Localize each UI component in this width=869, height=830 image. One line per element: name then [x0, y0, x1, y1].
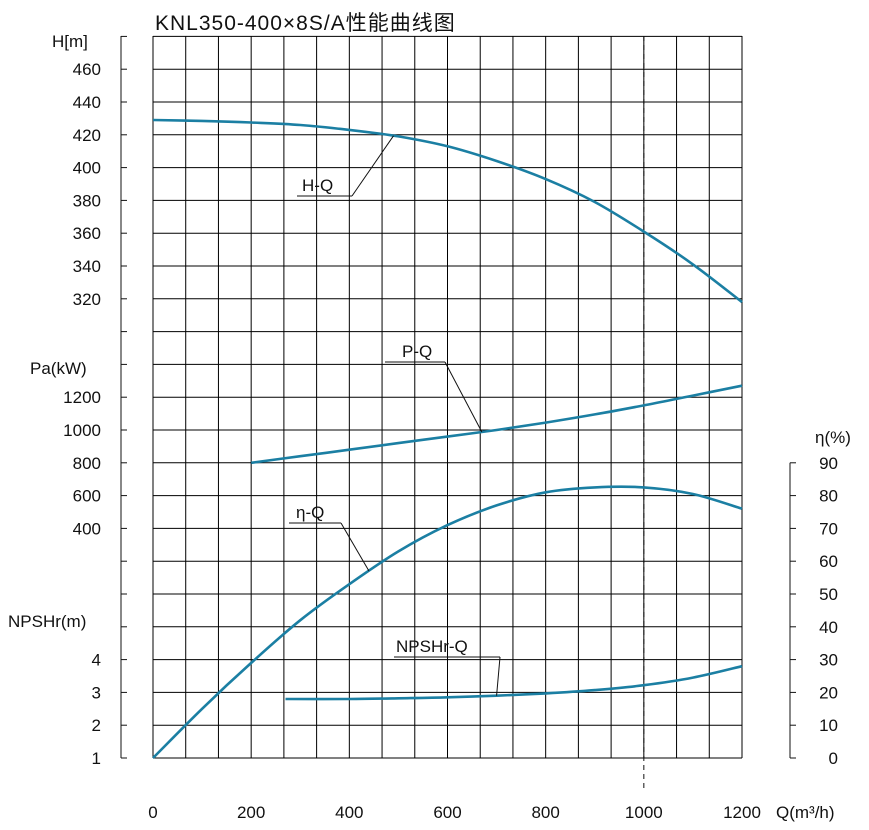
left-tick-label-npsh: 4: [92, 651, 101, 670]
right-tick-label: 20: [819, 683, 838, 702]
curve-npsh: [285, 664, 743, 701]
left-tick-label-npsh: 1: [92, 749, 101, 768]
left-tick-label-head: 440: [73, 93, 101, 112]
x-tick-label: 200: [237, 803, 265, 822]
leader-line: [351, 135, 394, 197]
right-tick-label: 30: [819, 651, 838, 670]
left-tick-label-npsh: 2: [92, 716, 101, 735]
left-tick-label-head: 380: [73, 191, 101, 210]
right-tick-label: 40: [819, 618, 838, 637]
efficiency-axis-label: η(%): [815, 428, 851, 447]
chart-title: KNL350-400×8S/A性能曲线图: [155, 12, 456, 35]
curve-power: [251, 384, 743, 465]
curve-labels: H-Q P-Q η-Q NPSHr-Q: [289, 135, 501, 696]
curve-label: NPSHr-Q: [396, 637, 468, 656]
left-tick-label-power: 1000: [63, 421, 101, 440]
left-tick-label-head: 400: [73, 159, 101, 178]
x-axis-label: Q(m³/h): [776, 803, 835, 822]
right-tick-label: 10: [819, 716, 838, 735]
curve-label: H-Q: [302, 176, 333, 195]
left-tick-label-power: 600: [73, 487, 101, 506]
left-tick-label-power: 400: [73, 519, 101, 538]
x-tick-label: 400: [335, 803, 363, 822]
left-tick-label-power: 800: [73, 454, 101, 473]
right-tick-label: 0: [829, 749, 838, 768]
right-tick-label: 90: [819, 454, 838, 473]
left-tick-label-head: 320: [73, 290, 101, 309]
left-tick-label-head: 340: [73, 257, 101, 276]
x-axis: 0 200 400 600 800 1000 1200 Q(m³/h): [148, 803, 834, 822]
npsh-axis-label: NPSHr(m): [8, 612, 86, 631]
left-tick-label-head: 360: [73, 224, 101, 243]
x-tick-label: 0: [148, 803, 157, 822]
curves: [152, 118, 743, 759]
curve-head: [152, 118, 743, 304]
leader-line: [444, 361, 483, 433]
curve-label: η-Q: [296, 503, 324, 522]
curve-label: P-Q: [402, 342, 432, 361]
power-axis-label: Pa(kW): [30, 359, 87, 378]
x-tick-label: 1200: [723, 803, 761, 822]
x-tick-label: 600: [433, 803, 461, 822]
right-tick-label: 50: [819, 585, 838, 604]
left-tick-label-npsh: 3: [92, 683, 101, 702]
right-tick-label: 60: [819, 552, 838, 571]
left-tick-label-power: 1200: [63, 388, 101, 407]
right-tick-label: 70: [819, 519, 838, 538]
left-axis: 320 340 360 380 400 420 440 460 400 600 800 1000 120…: [8, 32, 127, 768]
head-axis-label: H[m]: [52, 32, 88, 51]
right-axis: 0 10 20 30 40 50 60 70 80 90 η(%): [789, 428, 851, 768]
leader-line: [340, 522, 370, 572]
left-tick-label-head: 420: [73, 126, 101, 145]
leader-line: [496, 656, 501, 696]
curve-efficiency: [152, 485, 743, 759]
right-tick-label: 80: [819, 487, 838, 506]
left-tick-label-head: 460: [73, 60, 101, 79]
x-tick-label: 800: [531, 803, 559, 822]
x-tick-label: 1000: [625, 803, 663, 822]
